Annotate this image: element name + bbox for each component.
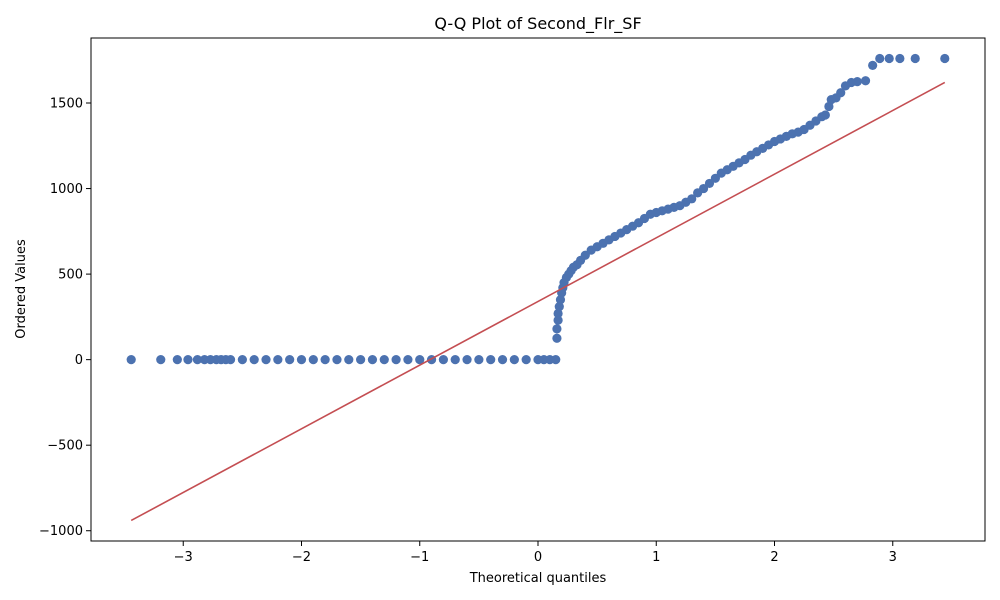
x-tick-label: 1 bbox=[652, 550, 660, 565]
qq-point bbox=[249, 355, 259, 365]
x-tick-label: −3 bbox=[174, 550, 193, 565]
x-tick-label: −1 bbox=[410, 550, 429, 565]
qq-point bbox=[553, 315, 563, 325]
qq-point bbox=[285, 355, 295, 365]
y-axis: −1000 −500 0 500 1000 1500 bbox=[39, 97, 91, 539]
x-tick-label: 2 bbox=[770, 550, 778, 565]
y-tick-label: 0 bbox=[75, 353, 83, 368]
qq-point bbox=[486, 355, 496, 365]
qq-point bbox=[225, 355, 236, 365]
qq-point bbox=[836, 88, 846, 98]
qq-point bbox=[415, 355, 425, 365]
qq-point bbox=[332, 355, 342, 365]
qq-point bbox=[391, 355, 401, 365]
qq-point bbox=[192, 355, 203, 365]
qq-point bbox=[126, 355, 136, 365]
x-tick-label: 0 bbox=[534, 550, 542, 565]
qq-point bbox=[910, 53, 920, 64]
y-tick-label: −1000 bbox=[39, 524, 83, 539]
qq-point bbox=[552, 333, 562, 343]
qq-point bbox=[261, 355, 271, 365]
qq-point bbox=[308, 355, 318, 365]
qq-point bbox=[860, 76, 871, 86]
qq-point bbox=[852, 77, 862, 87]
qq-point bbox=[156, 355, 166, 365]
qq-point bbox=[940, 53, 950, 64]
qq-point bbox=[820, 110, 830, 120]
fit-line bbox=[130, 81, 946, 522]
y-tick-label: −500 bbox=[47, 439, 83, 454]
qq-point bbox=[172, 355, 182, 365]
qq-point bbox=[895, 53, 905, 64]
qq-point bbox=[884, 53, 894, 64]
y-axis-title: Ordered Values bbox=[14, 239, 29, 339]
x-axis-title: Theoretical quantiles bbox=[469, 571, 607, 586]
qq-point bbox=[555, 295, 566, 305]
qq-point bbox=[521, 355, 531, 365]
qq-point bbox=[554, 302, 564, 312]
x-tick-label: 3 bbox=[889, 550, 897, 565]
plot-area bbox=[126, 53, 950, 522]
qq-point bbox=[320, 355, 330, 365]
qq-point bbox=[367, 355, 378, 365]
y-tick-label: 500 bbox=[58, 268, 83, 283]
plot-frame bbox=[90, 37, 986, 542]
x-axis: −3 −2 −1 0 1 2 3 bbox=[174, 541, 897, 565]
y-tick-label: 1000 bbox=[50, 182, 83, 197]
qq-point bbox=[379, 355, 389, 365]
qq-point bbox=[356, 355, 366, 365]
qq-point bbox=[687, 194, 697, 204]
qq-point bbox=[462, 355, 472, 365]
qq-point bbox=[551, 355, 561, 365]
y-tick-label: 1500 bbox=[50, 97, 83, 112]
x-tick-label: −2 bbox=[292, 550, 311, 565]
qq-point bbox=[875, 53, 885, 64]
qq-point bbox=[403, 355, 413, 365]
qq-point bbox=[497, 355, 508, 365]
qq-point bbox=[553, 308, 563, 319]
qq-point bbox=[474, 355, 484, 365]
qq-point bbox=[183, 355, 193, 365]
qq-point bbox=[450, 355, 460, 365]
qq-point bbox=[237, 355, 247, 365]
qq-point bbox=[509, 355, 519, 365]
qq-point bbox=[273, 355, 283, 365]
qq-point bbox=[344, 355, 354, 365]
qq-point bbox=[868, 60, 878, 70]
chart-title: Q-Q Plot of Second_Flr_SF bbox=[434, 14, 641, 34]
qq-point bbox=[296, 355, 307, 365]
qq-point bbox=[552, 324, 562, 334]
qq-point bbox=[438, 355, 448, 365]
